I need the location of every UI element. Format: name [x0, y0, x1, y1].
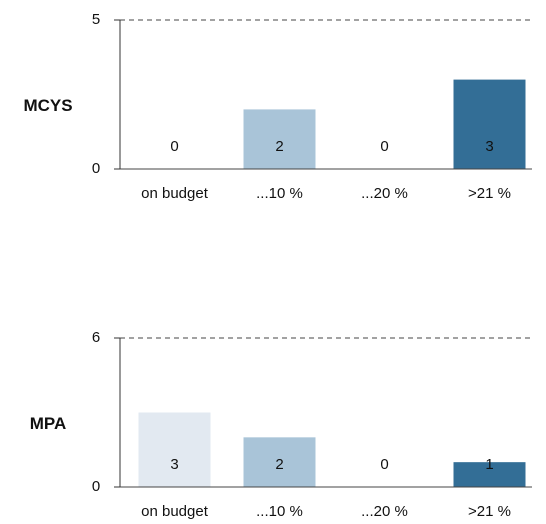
data-label: 0	[380, 456, 388, 473]
y-tick-label: 5	[92, 11, 100, 28]
x-tick-label: on budget	[141, 503, 209, 520]
bar	[138, 412, 211, 487]
x-tick-label: ...10 %	[256, 503, 303, 520]
x-tick-label: ...20 %	[361, 503, 408, 520]
y-tick-label: 0	[92, 160, 100, 177]
data-label: 0	[170, 138, 178, 155]
x-tick-label: ...10 %	[256, 185, 303, 202]
data-label: 2	[275, 138, 283, 155]
x-tick-label: on budget	[141, 185, 209, 202]
chart-title: MPA	[30, 414, 67, 433]
chart-title: MCYS	[23, 96, 72, 115]
bar	[453, 462, 526, 487]
bar	[453, 79, 526, 169]
data-label: 1	[485, 456, 493, 473]
data-label: 3	[485, 138, 493, 155]
data-label: 2	[275, 456, 283, 473]
data-label: 0	[380, 138, 388, 155]
y-tick-label: 0	[92, 478, 100, 495]
x-tick-label: >21 %	[468, 503, 511, 520]
y-tick-label: 6	[92, 329, 100, 346]
bar	[243, 437, 316, 487]
data-label: 3	[170, 456, 178, 473]
x-tick-label: >21 %	[468, 185, 511, 202]
bar	[243, 109, 316, 169]
x-tick-label: ...20 %	[361, 185, 408, 202]
